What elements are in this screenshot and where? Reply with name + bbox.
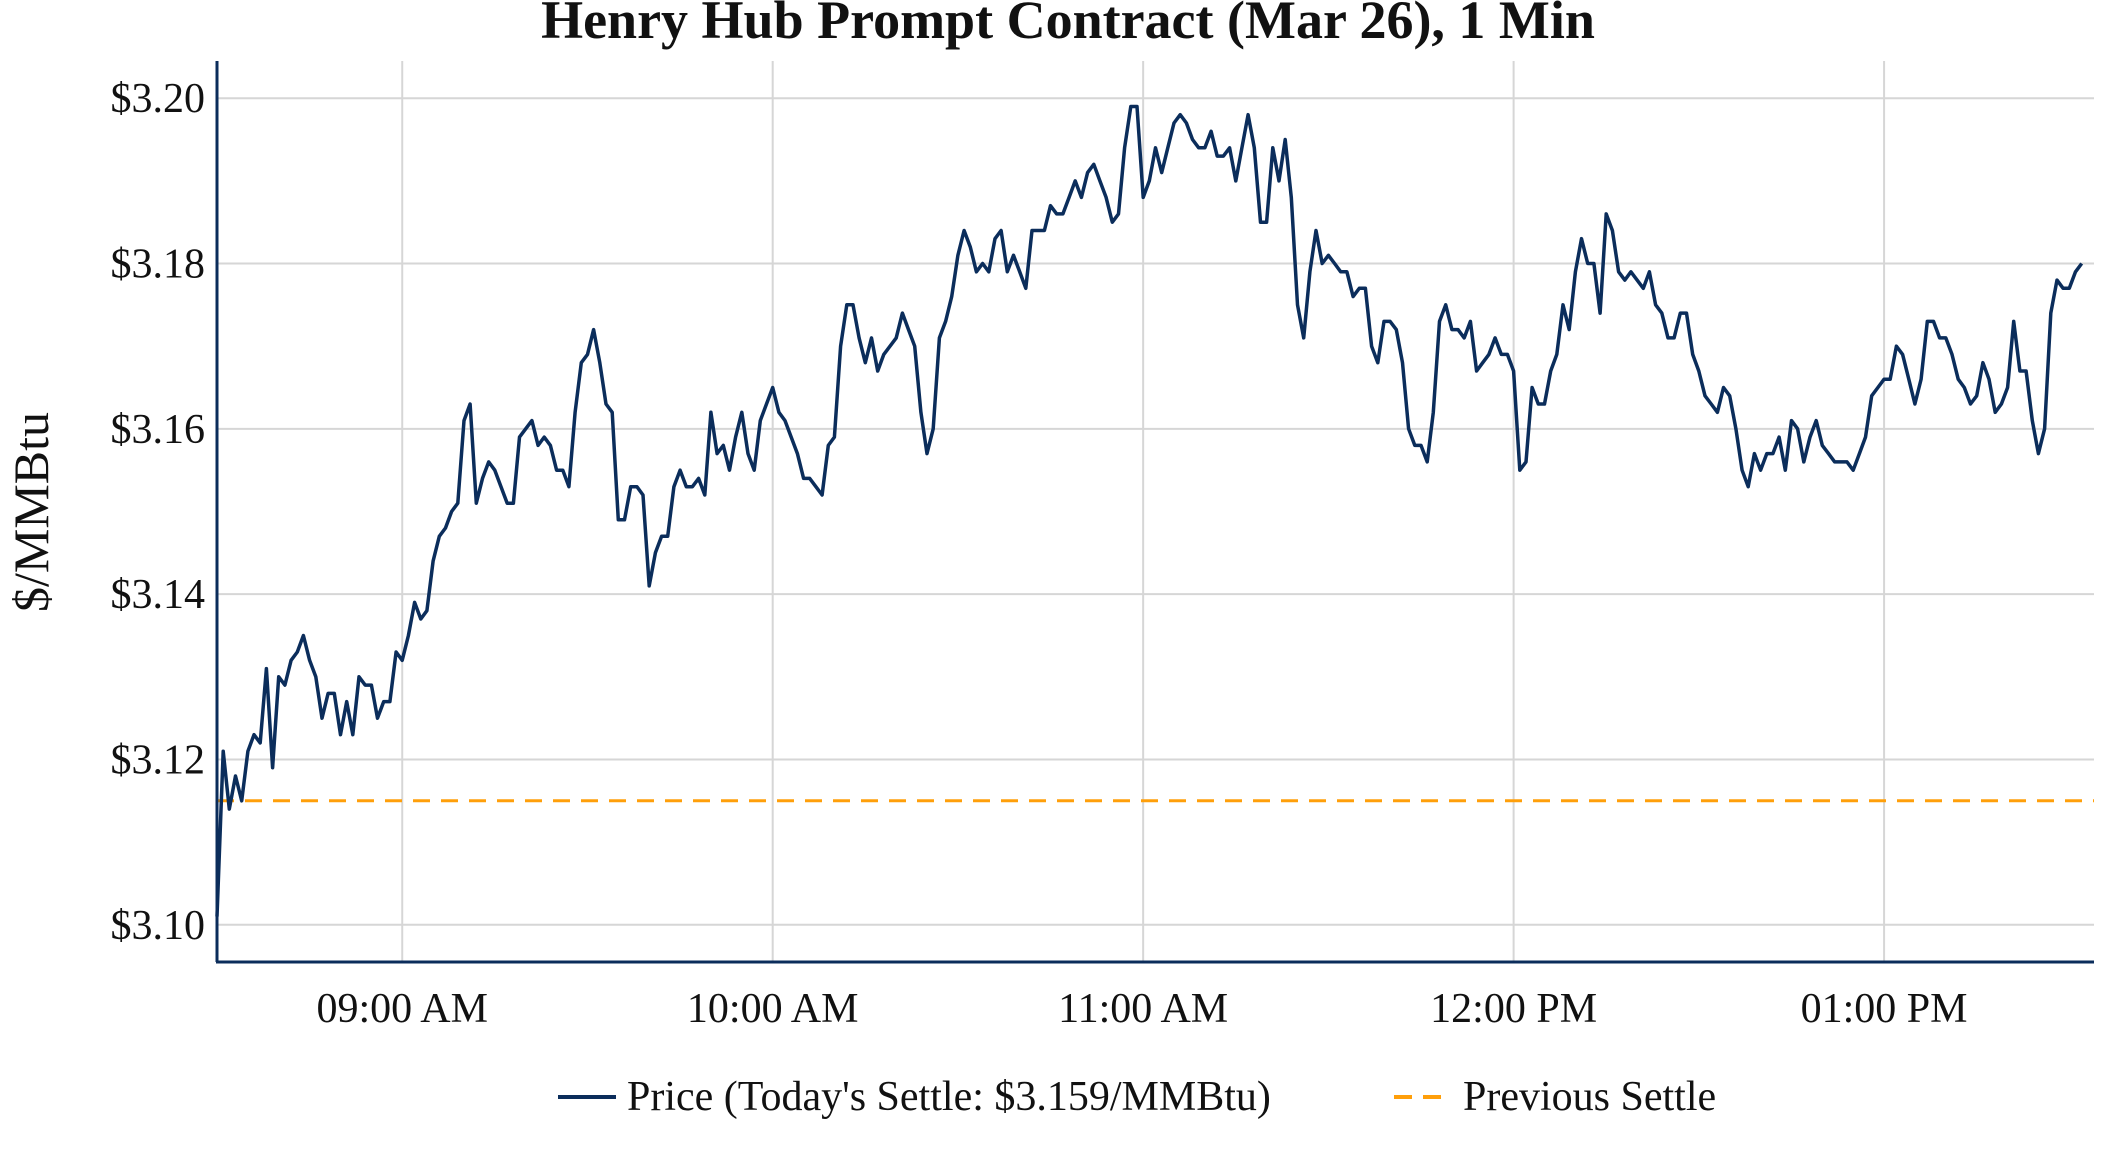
x-tick-label: 12:00 PM: [1430, 986, 1597, 1032]
x-tick-labels: 09:00 AM 10:00 AM 11:00 AM 12:00 PM 01:00 PM: [316, 986, 1967, 1032]
legend-previous-settle-label: Previous Settle: [1463, 1074, 1716, 1120]
y-tick-label: $3.20: [111, 76, 206, 122]
x-tick-label: 10:00 AM: [687, 986, 859, 1032]
y-tick-label: $3.14: [111, 572, 206, 618]
x-tick-label: 09:00 AM: [316, 986, 488, 1032]
y-axis-label: $/MMBtu: [3, 412, 59, 612]
price-series-line: [215, 104, 2084, 917]
y-tick-label: $3.18: [111, 242, 206, 288]
legend: Price (Today's Settle: $3.159/MMBtu) Pre…: [558, 1074, 1716, 1120]
x-tick-label: 11:00 AM: [1058, 986, 1228, 1032]
y-tick-label: $3.16: [111, 407, 206, 453]
gridlines: [217, 61, 2094, 962]
y-tick-label: $3.10: [111, 903, 206, 949]
x-tick-label: 01:00 PM: [1801, 986, 1968, 1032]
legend-price-label: Price (Today's Settle: $3.159/MMBtu): [627, 1074, 1271, 1120]
series-layer: [215, 104, 2094, 917]
y-tick-label: $3.12: [111, 737, 206, 783]
chart-title: Henry Hub Prompt Contract (Mar 26), 1 Mi…: [541, 0, 1595, 50]
y-tick-labels: $3.10 $3.12 $3.14 $3.16 $3.18 $3.20: [111, 76, 206, 949]
